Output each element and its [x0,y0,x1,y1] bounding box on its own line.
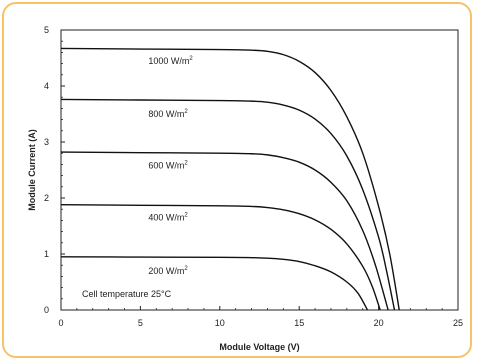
y-axis-title: Module Current (A) [27,129,37,211]
iv-curve-2 [60,151,389,311]
y-axis-ticks: 0 1 2 3 4 5 [44,25,65,315]
plot-border [60,29,459,311]
y-tick-label: 1 [44,249,49,259]
x-tick-label: 10 [215,318,225,328]
plot-area [60,29,459,311]
curve-label-text: 1000 W/m [148,56,189,66]
curve-label-4: 200 W/m2 [148,266,188,276]
curve-label-text: 400 W/m [148,213,184,223]
iv-curve-1 [60,98,396,311]
curve-label-text: 200 W/m [148,266,184,276]
iv-curve-4 [60,256,369,311]
x-tick-label: 15 [294,318,304,328]
curve-label-superscript: 2 [184,266,188,272]
curve-label-superscript: 2 [189,56,193,62]
y-tick-label: 4 [44,81,49,91]
x-axis-ticks: 0 5 10 15 20 25 [58,306,463,328]
curve-label-superscript: 2 [184,213,188,219]
curve-label-superscript: 2 [184,109,188,115]
curve-label-1: 800 W/m2 [148,109,188,119]
chart-frame [2,2,472,358]
y-tick-label: 2 [44,193,49,203]
curve-label-text: 600 W/m [148,161,184,171]
curve-label-text: 800 W/m [148,109,184,119]
y-tick-label: 0 [44,305,49,315]
x-tick-label: 25 [453,318,463,328]
x-axis-title: Module Voltage (V) [219,342,299,352]
iv-curve-3 [60,204,381,311]
x-tick-label: 5 [138,318,143,328]
curve-label-superscript: 2 [184,161,188,167]
curve-label-2: 600 W/m2 [148,161,188,171]
curve-label-3: 400 W/m2 [148,213,188,223]
curve-label-0: 1000 W/m2 [148,56,193,66]
temperature-annotation: Cell temperature 25°C [82,289,172,299]
x-tick-label: 20 [374,318,384,328]
series-lines [60,47,400,311]
iv-curve-0 [60,47,400,311]
y-tick-label: 5 [44,25,49,35]
x-tick-label: 0 [58,318,63,328]
y-tick-label: 3 [44,137,49,147]
